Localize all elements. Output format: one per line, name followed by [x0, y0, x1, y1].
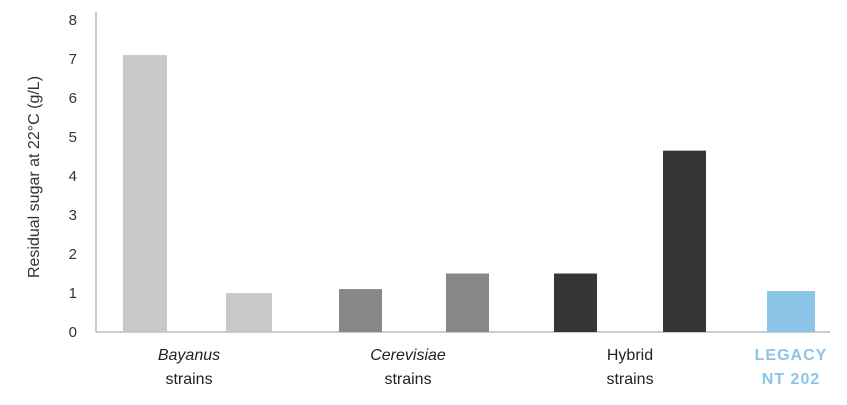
y-tick-label: 2 — [69, 246, 77, 263]
y-tick-label: 5 — [69, 129, 77, 146]
y-tick-label: 6 — [69, 90, 77, 107]
bar-6 — [663, 150, 706, 332]
y-tick-label: 7 — [69, 51, 77, 68]
y-ticks: 0 1 2 3 4 5 6 7 8 — [69, 12, 77, 341]
bar-2 — [226, 293, 272, 332]
y-tick-label: 3 — [69, 207, 77, 224]
category-label-1-line2: strains — [165, 371, 212, 388]
category-labels: Bayanus strains Cerevisiae strains Hybrid str… — [158, 347, 828, 388]
y-axis-label: Residual sugar at 22°C (g/L) — [26, 76, 43, 278]
bar-4 — [446, 273, 489, 332]
bar-1 — [123, 55, 167, 332]
bar-3 — [339, 289, 382, 332]
y-tick-label: 1 — [69, 285, 77, 302]
bar-7 — [767, 291, 815, 332]
bar-5 — [554, 273, 597, 332]
category-label-2-line1: Cerevisiae — [370, 347, 446, 364]
y-tick-label: 8 — [69, 12, 77, 29]
y-tick-label: 4 — [69, 168, 77, 185]
category-label-4-line1: LEGACY — [755, 347, 828, 364]
category-label-3-line1: Hybrid — [607, 347, 653, 364]
y-tick-label: 0 — [69, 324, 77, 341]
bars — [123, 55, 815, 332]
category-label-2-line2: strains — [384, 371, 431, 388]
category-label-3-line2: strains — [606, 371, 653, 388]
category-label-1-line1: Bayanus — [158, 347, 220, 364]
category-label-4-line2: NT 202 — [762, 371, 820, 388]
